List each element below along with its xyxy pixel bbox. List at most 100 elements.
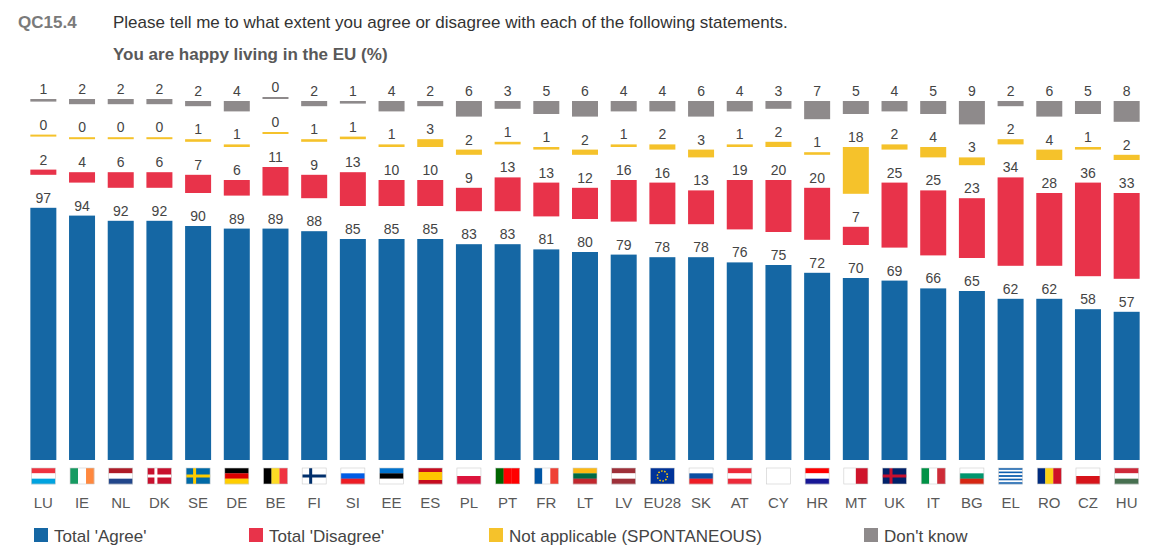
bar-segment: [649, 144, 675, 149]
flag: [186, 468, 210, 484]
data-label: 0: [117, 119, 125, 135]
legend-label: Total 'Disagree': [269, 527, 384, 546]
flag-stripe: [418, 468, 442, 472]
x-tick-label: LT: [577, 494, 593, 511]
flag: [960, 468, 984, 484]
data-label: 25: [887, 165, 903, 181]
bar-segment: [649, 101, 675, 111]
bar-segment: [301, 139, 327, 142]
legend-label: Not applicable (SPONTANEOUS): [509, 527, 762, 546]
bar-segment: [959, 198, 985, 258]
flag-stripe: [1045, 468, 1053, 484]
data-label: 2: [39, 152, 47, 168]
flag-stripe: [496, 468, 504, 484]
bar-segment: [727, 144, 753, 147]
data-label: 7: [194, 157, 202, 173]
flag-border: [109, 468, 133, 484]
flag-stripe: [844, 468, 856, 484]
flag: [1037, 468, 1061, 484]
flag: [844, 468, 868, 484]
flag: [999, 468, 1023, 484]
flag-field: [883, 468, 907, 484]
data-label: 5: [929, 83, 937, 99]
flag-stripe: [86, 468, 94, 484]
flag: [573, 468, 597, 484]
data-label: 28: [1041, 175, 1057, 191]
data-label: 6: [233, 162, 241, 178]
data-label: 66: [925, 270, 941, 286]
data-label: 4: [388, 83, 396, 99]
flag: [418, 468, 442, 484]
data-label: 12: [577, 170, 593, 186]
flag-stripe: [999, 473, 1023, 475]
bar-segment: [146, 137, 172, 139]
bar-segment: [340, 239, 366, 460]
flag-stripe: [225, 468, 249, 474]
data-label: 2: [775, 124, 783, 140]
x-tick-label: SK: [691, 494, 711, 511]
bar-segment: [108, 221, 134, 460]
x-tick-label: EE: [382, 494, 402, 511]
x-tick-label: PT: [498, 494, 517, 511]
flag-stripe: [418, 480, 442, 484]
flag-stripe: [612, 479, 636, 485]
x-tick-label: CZ: [1078, 494, 1098, 511]
data-label: 6: [581, 83, 589, 99]
bar-segment: [572, 101, 598, 117]
data-label: 25: [925, 172, 941, 188]
flag-stripe: [960, 479, 984, 485]
data-label: 97: [36, 190, 52, 206]
bar-segment: [920, 101, 946, 114]
bar-segment: [340, 137, 366, 140]
bar-segment: [611, 255, 637, 460]
bar-segment: [959, 101, 985, 124]
flag: [650, 468, 674, 484]
flag-border: [186, 468, 210, 484]
data-label: 5: [852, 83, 860, 99]
data-label: 83: [461, 226, 477, 242]
data-label: 8: [1123, 83, 1131, 99]
bar-segment: [185, 175, 211, 193]
flag-stripe: [728, 479, 752, 485]
legend-label: Total 'Agree': [54, 527, 147, 546]
bar-segment: [1114, 193, 1140, 279]
data-label: 0: [78, 119, 86, 135]
legend: Total 'Agree' Total 'Disagree' Not applica…: [34, 527, 968, 546]
flag: [1076, 468, 1100, 484]
data-label: 81: [539, 231, 555, 247]
bar-segment: [804, 101, 830, 119]
bar-segment: [611, 144, 637, 147]
flag: [883, 468, 907, 484]
bar-segment: [765, 101, 791, 109]
data-label: 6: [697, 83, 705, 99]
flag-stripe: [380, 479, 404, 485]
flag-stripe: [689, 473, 713, 479]
x-tick-label: ES: [420, 494, 440, 511]
flag: [457, 468, 481, 484]
bar-segment: [572, 150, 598, 155]
flag: [31, 468, 55, 484]
bar-segment: [224, 180, 250, 196]
data-label: 2: [658, 126, 666, 142]
flag-stripe: [279, 468, 287, 484]
data-label: 4: [736, 83, 744, 99]
bar-segment: [727, 101, 753, 111]
bar-segment: [301, 231, 327, 460]
flag-border: [766, 468, 790, 484]
data-label: 1: [620, 126, 628, 142]
data-label: 9: [968, 83, 976, 99]
bar-segment: [533, 101, 559, 114]
flag-border: [844, 468, 868, 484]
data-label: 6: [465, 83, 473, 99]
flag-stripe: [271, 468, 279, 484]
bar-segment: [224, 229, 250, 460]
data-label: 1: [349, 83, 357, 99]
data-label: 13: [693, 172, 709, 188]
flag-stripe: [457, 468, 481, 476]
flag: [805, 468, 829, 484]
flag: [380, 468, 404, 484]
flag-cross: [186, 475, 210, 478]
data-label: 1: [233, 126, 241, 142]
bar-segment: [146, 172, 172, 188]
data-label: 1: [194, 121, 202, 137]
